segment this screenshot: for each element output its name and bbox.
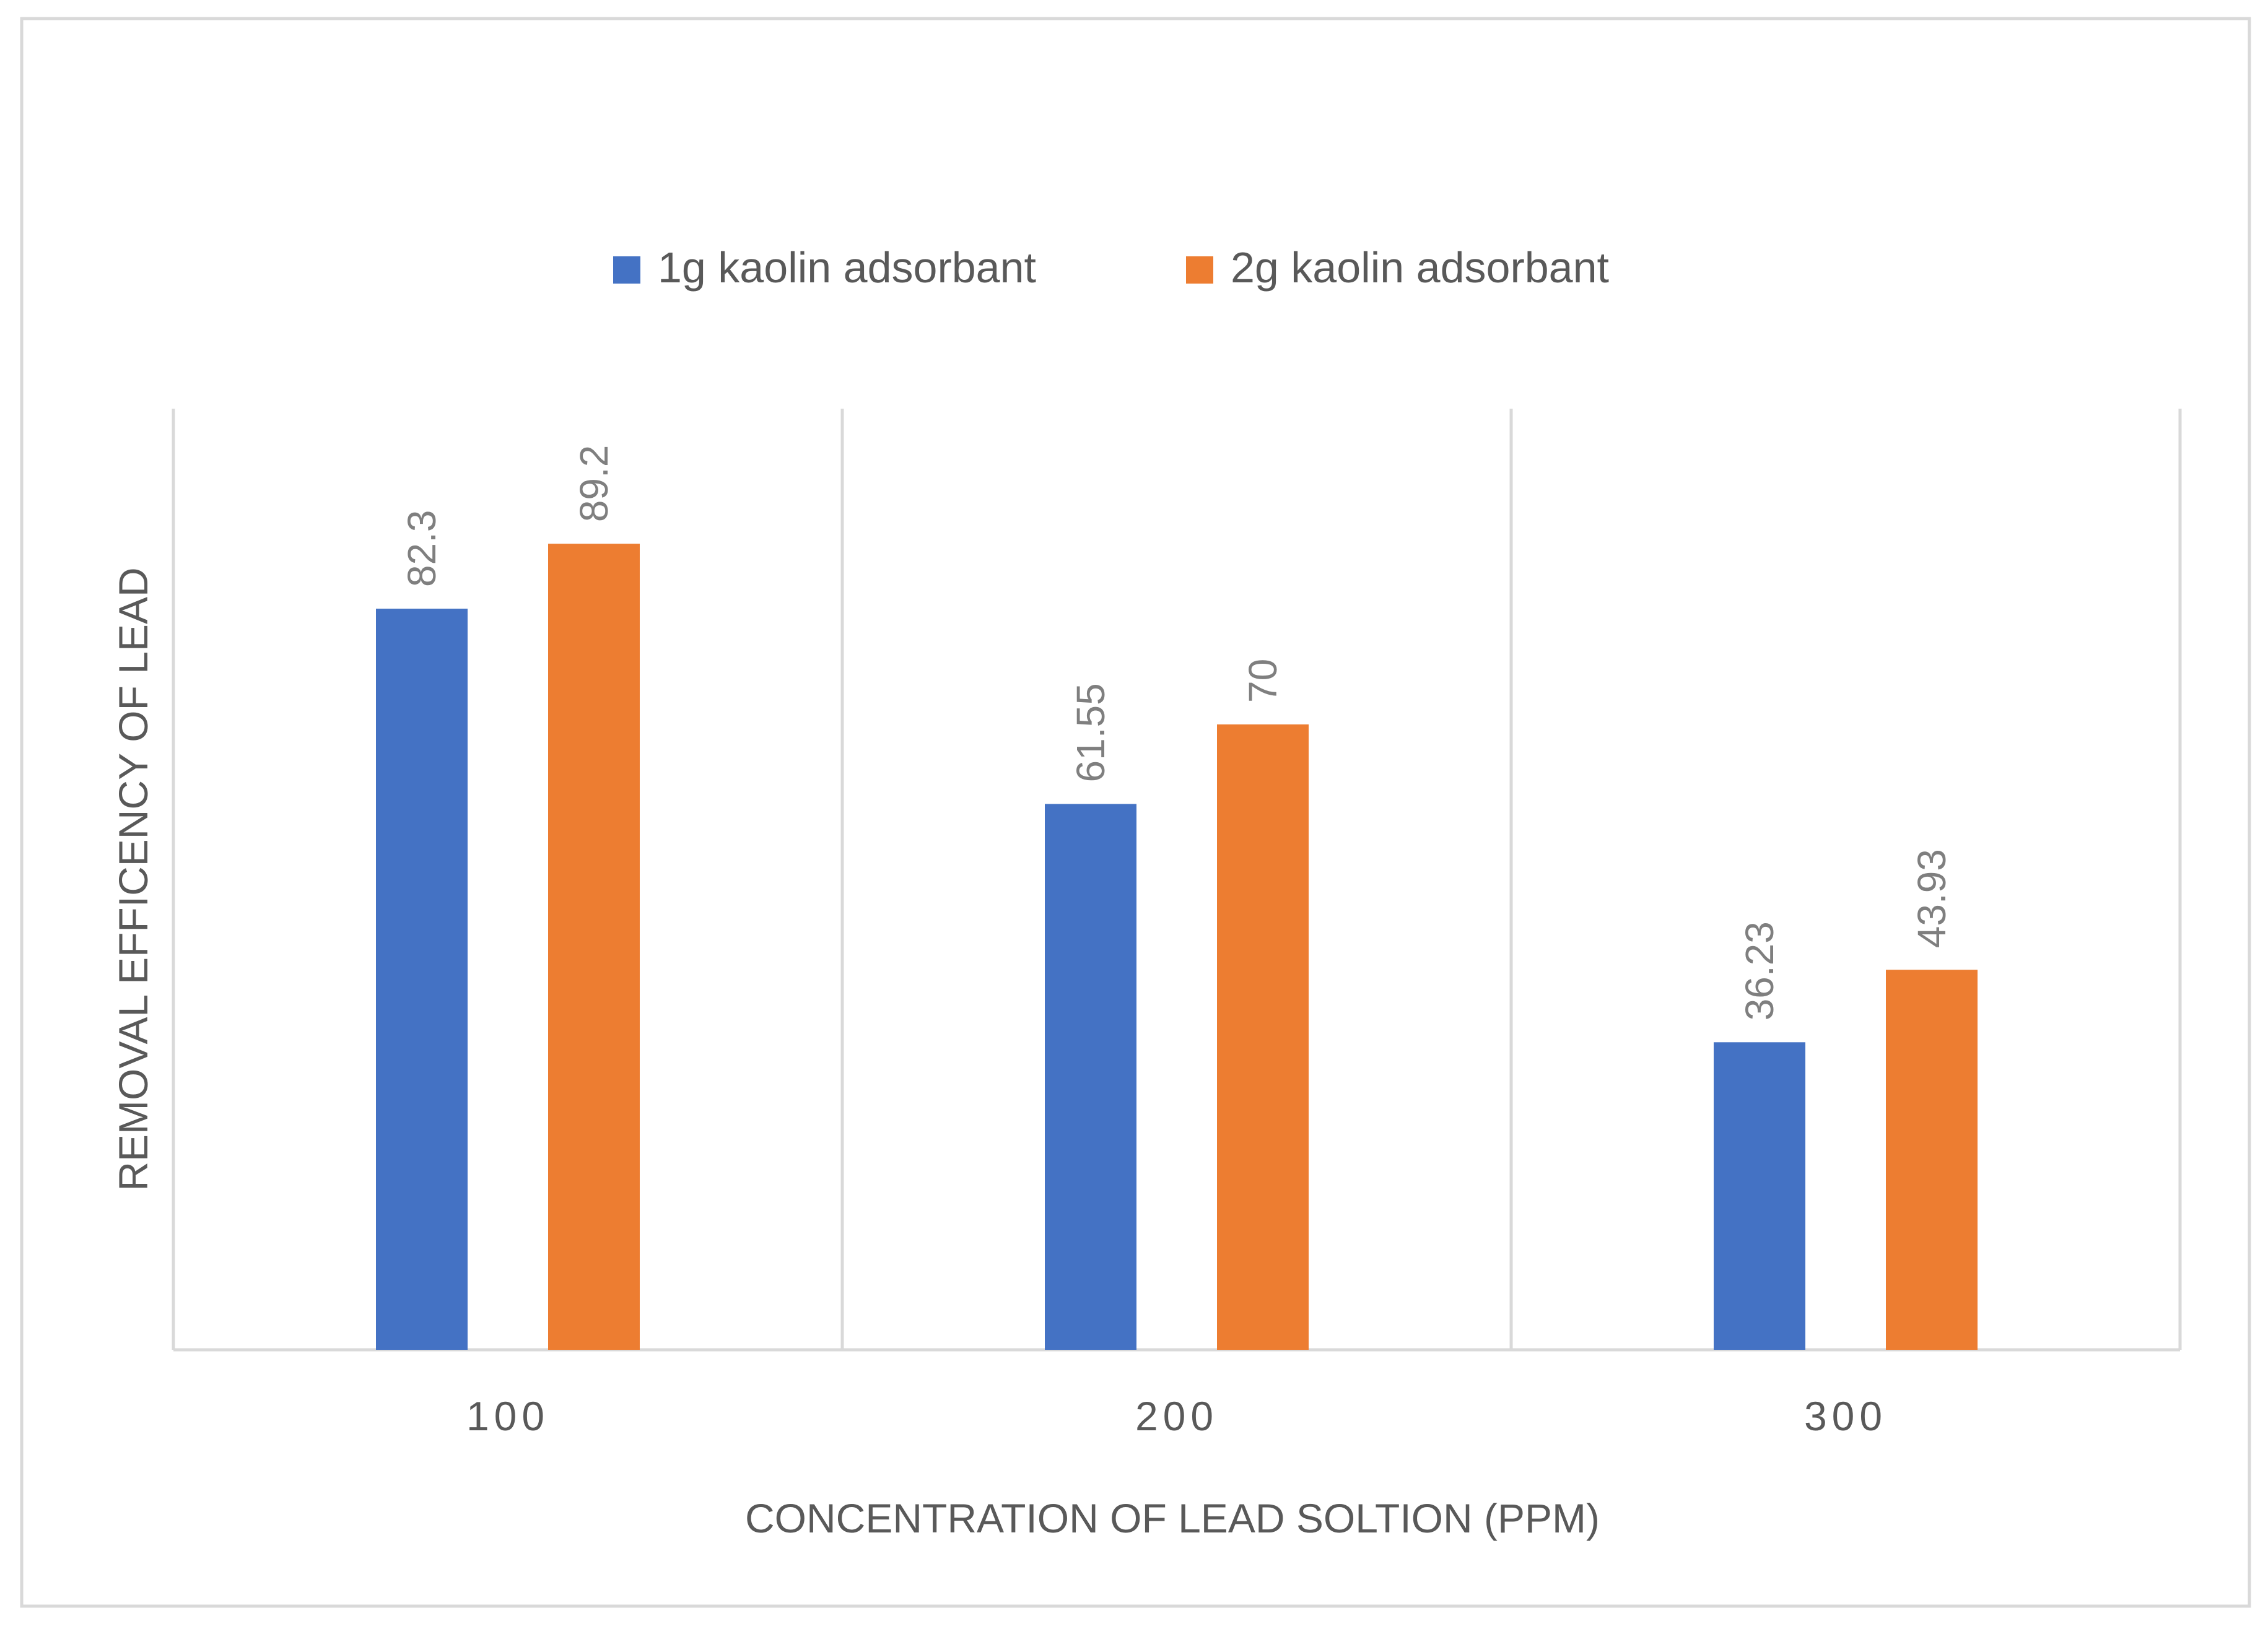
x-tick-labels: 100 200 300 (466, 1393, 1887, 1439)
x-tick-label: 200 (1135, 1393, 1218, 1439)
data-label: 70 (1241, 659, 1285, 703)
legend-label: 1g kaolin adsorbant (658, 243, 1036, 292)
x-tick-label: 100 (466, 1393, 549, 1439)
bar (1045, 804, 1136, 1350)
category-separators (172, 409, 2182, 1352)
bar (548, 544, 640, 1350)
legend-swatch (613, 256, 640, 284)
bar (1217, 724, 1309, 1350)
legend: 1g kaolin adsorbant 2g kaolin adsorbant (613, 243, 1609, 292)
data-label: 82.3 (399, 510, 444, 587)
data-label: 36.23 (1737, 921, 1782, 1020)
x-tick-label: 300 (1804, 1393, 1887, 1439)
x-axis-label: CONCENTRATION OF LEAD SOLTION (PPM) (745, 1495, 1600, 1541)
legend-label: 2g kaolin adsorbant (1231, 243, 1609, 292)
bars (376, 544, 1978, 1350)
data-labels: 82.3 89.2 61.55 70 36.23 43.93 (399, 445, 1954, 1021)
data-label: 43.93 (1909, 849, 1954, 948)
bar (1714, 1042, 1805, 1350)
y-axis-label: REMOVAL EFFICENCY OF LEAD (110, 567, 156, 1191)
legend-swatch (1186, 256, 1213, 284)
bar (376, 609, 468, 1350)
data-label: 61.55 (1068, 683, 1113, 782)
bar (1886, 970, 1978, 1350)
data-label: 89.2 (572, 445, 616, 523)
